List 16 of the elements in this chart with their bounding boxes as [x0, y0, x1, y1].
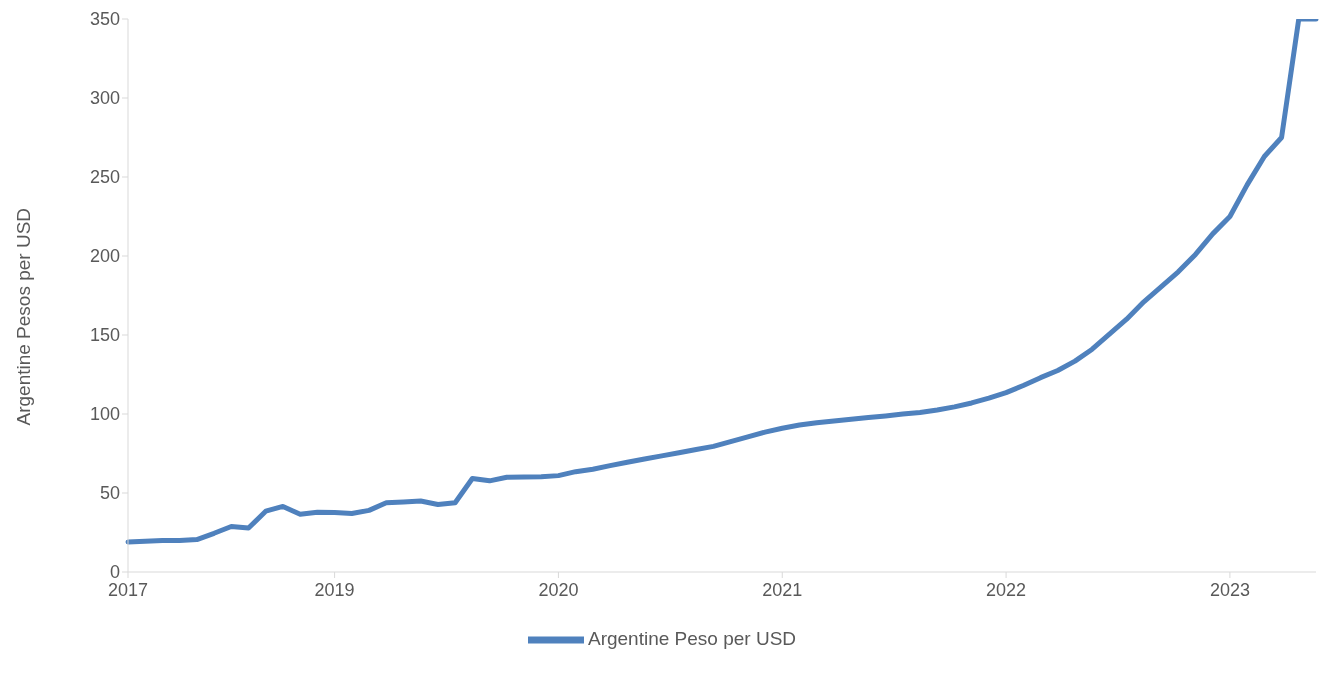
y-tick-label: 250	[89, 167, 120, 188]
y-tick-label: 0	[109, 562, 120, 583]
x-tick-label: 2023	[1209, 580, 1250, 600]
y-tick-label: 200	[89, 246, 120, 267]
x-tick-label: 2019	[314, 580, 355, 600]
y-tick-label: 300	[89, 88, 120, 109]
y-tick-label: 100	[89, 404, 120, 425]
y-axis-title: Argentine Pesos per USD	[12, 207, 34, 426]
x-tick-label: 2020	[538, 580, 579, 600]
legend-label: Argentine Peso per USD	[587, 628, 797, 650]
y-tick-label: 50	[99, 483, 120, 504]
x-tick-label: 2017	[107, 580, 149, 600]
y-tick-label: 350	[89, 9, 120, 30]
x-tick-label: 2022	[986, 580, 1027, 600]
x-tick-label: 2021	[762, 580, 803, 600]
y-tick-label: 150	[89, 325, 120, 346]
